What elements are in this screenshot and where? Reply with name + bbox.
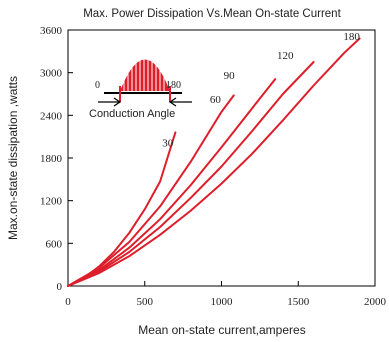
x-tick-label: 1500 (287, 296, 310, 308)
series-line-30 (67, 131, 177, 287)
series-label-120: 120 (277, 50, 294, 62)
y-tick-label: 1800 (40, 153, 63, 165)
y-tick-label: 1200 (40, 196, 63, 208)
x-tick-label: 2000 (364, 296, 387, 308)
series-lines (67, 37, 361, 287)
y-axis-ticks: 0 600 1200 1800 2400 3000 3600 (40, 25, 73, 293)
inset-angle-start: 0 (95, 80, 100, 91)
series-label-30: 30 (162, 138, 174, 150)
y-tick-label: 600 (46, 238, 63, 250)
x-axis-ticks: 0 500 1000 1500 2000 (65, 281, 387, 308)
series-label-60: 60 (210, 94, 222, 106)
x-tick-label: 0 (65, 296, 71, 308)
series-line-60 (67, 94, 235, 287)
inset-right-arrow (168, 97, 192, 107)
x-tick-label: 500 (137, 296, 154, 308)
x-tick-label: 1000 (211, 296, 234, 308)
y-axis-label: Max.on-state dissipation ,watts (6, 76, 20, 240)
chart-title: Max. Power Dissipation Vs.Mean On-state … (83, 8, 341, 20)
series-line-120 (67, 61, 315, 287)
inset-angle-end: 180 (166, 80, 181, 91)
inset-hatching (123, 45, 165, 93)
y-tick-label: 0 (57, 281, 63, 293)
x-axis-label: Mean on-state current,amperes (138, 323, 305, 337)
inset-label: Conduction Angle (89, 108, 175, 120)
y-tick-label: 3600 (40, 25, 63, 37)
y-tick-label: 3000 (40, 68, 63, 80)
inset-left-arrow (98, 97, 122, 107)
conduction-angle-inset: 0 180 Conduction Angle (89, 45, 192, 120)
series-label-90: 90 (224, 70, 236, 82)
series-line-180 (67, 37, 361, 287)
y-tick-label: 2400 (40, 110, 63, 122)
series-line-90 (67, 78, 277, 287)
series-label-180: 180 (343, 31, 360, 43)
